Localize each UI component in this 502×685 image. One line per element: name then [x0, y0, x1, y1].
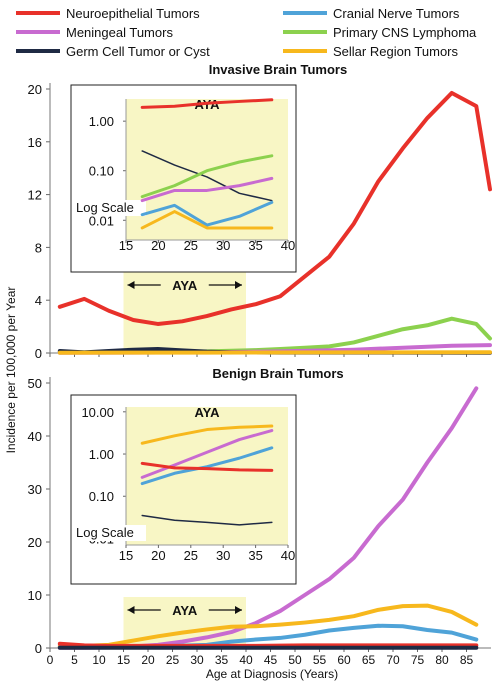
inset-y-tick-label: 1.00 [89, 114, 114, 129]
y-tick-label: 16 [28, 135, 42, 150]
y-tick-label: 0 [35, 641, 42, 656]
inset-series-line-neuroepithelial-tumors [140, 461, 274, 472]
x-tick-label: 65 [362, 653, 376, 667]
panels: 0 4 8 12 16 20 Invasive Brain Tumors AYA 1.00 0.1… [28, 62, 492, 667]
inset-x-tick-label: 30 [216, 238, 230, 253]
x-tick-label: 45 [264, 653, 278, 667]
inset-series-line-sellar-region-tumors [140, 210, 274, 230]
y-tick-label: 12 [28, 188, 42, 203]
panel-invasive-brain-tumors: 0 4 8 12 16 20 Invasive Brain Tumors AYA 1.00 0.1… [28, 62, 492, 361]
inset-y-tick-label: 0.10 [89, 489, 114, 504]
x-axis-label: Age at Diagnosis (Years) [206, 667, 338, 681]
x-tick-label: 15 [117, 653, 131, 667]
inset-series-line-germ-cell-tumor-or-cyst [141, 150, 273, 202]
y-axis-label: Incidence per 100,000 per Year [4, 287, 18, 454]
inset-scale-label-bg [74, 525, 146, 541]
legend-label-neuroepithelial-tumors: Neuroepithelial Tumors [66, 6, 200, 21]
x-tick-label: 80 [435, 653, 449, 667]
x-tick-label: 0 [47, 653, 54, 667]
inset-y-tick-label: 0.10 [89, 164, 114, 179]
inset-series-line-cranial-nerve-tumors [140, 446, 274, 486]
legend-label-germ-cell-tumor-or-cyst: Germ Cell Tumor or Cyst [66, 44, 210, 59]
inset-x-tick-label: 15 [119, 548, 133, 563]
inset-scale-label-bg [74, 200, 146, 216]
inset-series-line-meningeal-tumors [140, 176, 274, 203]
inset-x-tick-label: 40 [281, 548, 295, 563]
y-tick-label: 10 [28, 588, 42, 603]
inset-x-tick-label: 30 [216, 548, 230, 563]
inset-x-tick-label: 35 [248, 548, 262, 563]
inset-x-tick-label: 15 [119, 238, 133, 253]
inset-series-line-neuroepithelial-tumors [140, 98, 274, 109]
y-tick-label: 20 [28, 535, 42, 550]
x-tick-label: 75 [411, 653, 425, 667]
y-tick-label: 20 [28, 82, 42, 97]
legend: Neuroepithelial Tumors Cranial Nerve Tumo… [16, 6, 477, 59]
aya-arrowhead-left [127, 606, 135, 614]
inset-x-tick-label: 20 [151, 238, 165, 253]
x-tick-label: 20 [141, 653, 155, 667]
inset-y-tick-label: 10.00 [81, 405, 114, 420]
legend-label-meningeal-tumors: Meningeal Tumors [66, 25, 173, 40]
panel-benign-brain-tumors: 0 10 20 30 40 50 0 5 10 15 20 25 30 35 40 45 50 55 60 65 70 7… [28, 366, 491, 667]
x-tick-label: 10 [92, 653, 106, 667]
x-tick-label: 30 [190, 653, 204, 667]
inset-x-tick-label: 40 [281, 238, 295, 253]
legend-label-primary-cns-lymphoma: Primary CNS Lymphoma [333, 25, 477, 40]
x-tick-label: 70 [386, 653, 400, 667]
panel-title: Invasive Brain Tumors [209, 62, 347, 77]
y-tick-label: 8 [35, 240, 42, 255]
aya-label: AYA [172, 278, 198, 293]
inset-scale-label: Log Scale [76, 525, 134, 540]
legend-label-cranial-nerve-tumors: Cranial Nerve Tumors [333, 6, 460, 21]
inset-y-tick-label: 0.01 [89, 213, 114, 228]
series-line-sellar-region-tumors [57, 603, 479, 649]
y-tick-label: 40 [28, 429, 42, 444]
x-tick-label: 25 [166, 653, 180, 667]
inset-x-tick-label: 35 [248, 238, 262, 253]
inset-y-tick-label: 1.00 [89, 447, 114, 462]
aya-arrowhead-left [127, 281, 135, 289]
x-tick-label: 35 [215, 653, 229, 667]
x-tick-label: 55 [313, 653, 327, 667]
inset-series-line-meningeal-tumors [140, 429, 274, 479]
inset-scale-label: Log Scale [76, 200, 134, 215]
panel-title: Benign Brain Tumors [212, 366, 343, 381]
inset-x-tick-label: 20 [151, 548, 165, 563]
y-tick-label: 0 [35, 346, 42, 361]
aya-label: AYA [172, 603, 198, 618]
inset-x-tick-label: 25 [184, 548, 198, 563]
y-tick-label: 4 [35, 293, 42, 308]
legend-label-sellar-region-tumors: Sellar Region Tumors [333, 44, 458, 59]
series-line-neuroepithelial-tumors [57, 641, 479, 648]
series-line-sellar-region-tumors [57, 350, 492, 355]
x-tick-label: 85 [460, 653, 474, 667]
inset-series-line-germ-cell-tumor-or-cyst [141, 514, 273, 526]
inset-series-line-primary-cns-lymphoma [140, 154, 274, 199]
inset-title: AYA [194, 405, 220, 420]
series-line-neuroepithelial-tumors [57, 90, 492, 326]
x-tick-label: 40 [239, 653, 253, 667]
inset-x-tick-label: 25 [184, 238, 198, 253]
aya-arrowhead-right [235, 606, 242, 614]
y-tick-label: 50 [28, 376, 42, 391]
aya-label-bg [160, 601, 209, 619]
x-tick-label: 60 [337, 653, 351, 667]
x-tick-label: 50 [288, 653, 302, 667]
y-tick-label: 30 [28, 482, 42, 497]
inset-series-line-cranial-nerve-tumors [140, 200, 274, 227]
aya-arrowhead-right [235, 281, 242, 289]
inset-series-line-sellar-region-tumors [140, 424, 274, 445]
aya-label-bg [160, 276, 209, 294]
x-tick-label: 5 [71, 653, 78, 667]
